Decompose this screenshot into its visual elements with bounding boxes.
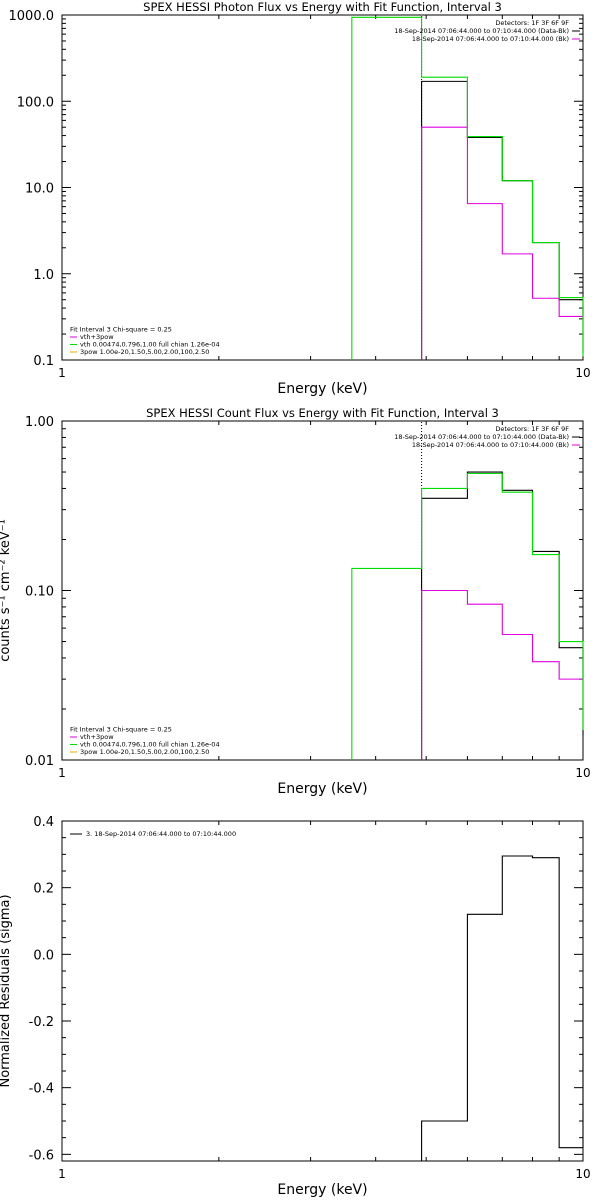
chart-1 [61,14,584,361]
y-tick-label: 1.00 [25,415,54,430]
series-3-line [351,16,584,360]
y-axis-label: counts s⁻¹ cm⁻² keV⁻¹ [0,519,13,662]
legend-bottom-left-item: Fit Interval 3 Chi-square = 0.25 [70,326,172,334]
series-2-line [421,126,584,360]
y-tick-label: 0.4 [33,815,54,830]
x-axis-label: Energy (keV) [277,381,367,397]
legend-bottom-left-item: Fit Interval 3 Chi-square = 0.25 [70,726,172,734]
legend-top-right-item: Detectors: 1F 3F 6F 9F [495,19,569,27]
chart-title: SPEX HESSI Photon Flux vs Energy with Fi… [143,0,502,14]
series-3-line [351,472,584,760]
x-tick-label: 1 [58,1167,66,1181]
y-tick-label: 1000.0 [9,9,55,24]
chart-title: SPEX HESSI Count Flux vs Energy with Fit… [146,406,499,420]
legend-top-left-item: 3. 18-Sep-2014 07:06:44.000 to 07:10:44.… [86,830,236,838]
y-tick-label: 0.0 [33,948,54,963]
legend-top-right-item: 18-Sep-2014 07:06:44.000 to 07:10:44.000… [394,27,569,35]
legend-bottom-left-item: 3pow 1.00e-20,1.50,5.00,2.00,100,2.50 [80,348,209,356]
plot-frame [61,420,584,761]
y-tick-label: -0.4 [29,1082,54,1097]
plot-frame [61,820,584,1162]
legend-bottom-left-item: 3pow 1.00e-20,1.50,5.00,2.00,100,2.50 [80,748,209,756]
chart-3 [61,820,584,1162]
legend-bottom-left-item: vth+3pow [80,733,114,741]
x-axis-label: Energy (keV) [277,1182,367,1198]
x-axis-label: Energy (keV) [277,781,367,797]
y-tick-label: 0.1 [33,354,54,369]
legend-bottom-left-item: vth 0.00474,0.796,1.00 full chian 1.26e-… [80,341,220,349]
y-tick-label: 100.0 [17,95,54,110]
x-tick-label: 10 [575,766,590,780]
legend-top-right-item: 18-Sep-2014 07:06:44.000 to 07:10:44.000… [412,35,569,43]
legend-top-right-item: Detectors: 1F 3F 6F 9F [495,425,569,433]
chart-2 [61,420,584,761]
y-tick-label: 1.0 [33,268,54,283]
y-tick-label: 0.10 [25,585,54,600]
y-tick-label: -0.6 [29,1148,54,1163]
x-tick-label: 10 [575,366,590,380]
series-1-line [421,471,584,760]
series-2-line [421,589,584,760]
y-tick-label: -0.2 [29,1015,54,1030]
plot-frame [61,14,584,361]
legend-bottom-left-item: vth 0.00474,0.796,1.00 full chian 1.26e-… [80,741,220,749]
series-1-line [421,855,584,1161]
x-tick-label: 10 [575,1167,590,1181]
y-tick-label: 0.2 [33,882,54,897]
x-tick-label: 1 [58,766,66,780]
y-tick-label: 0.01 [25,754,54,769]
legend-top-right-item: 18-Sep-2014 07:06:44.000 to 07:10:44.000… [412,441,569,449]
legend-top-right-item: 18-Sep-2014 07:06:44.000 to 07:10:44.000… [394,433,569,441]
legend-bottom-left-item: vth+3pow [80,333,114,341]
y-axis-label: Normalized Residuals (sigma) [0,894,13,1087]
x-tick-label: 1 [58,366,66,380]
y-tick-label: 10.0 [25,182,54,197]
